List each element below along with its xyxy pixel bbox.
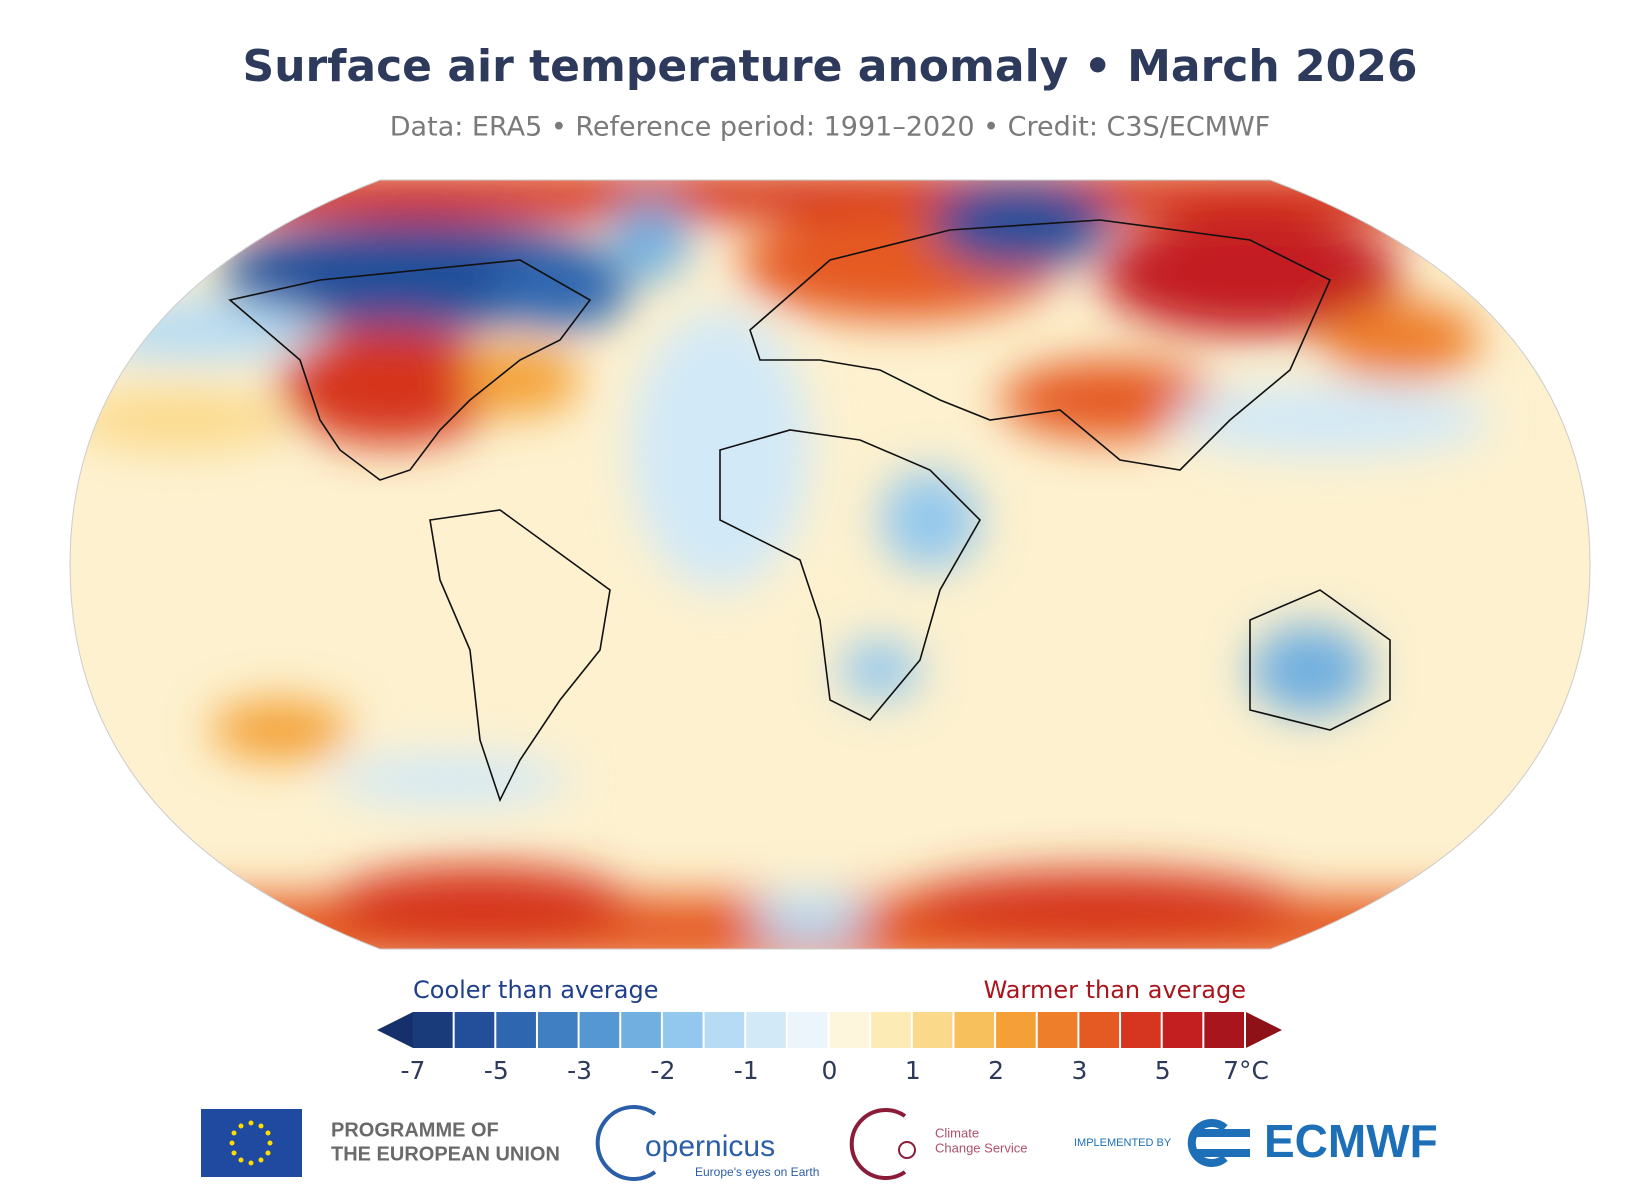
ecmwf-icon xyxy=(1187,1119,1250,1167)
colorbar-bin xyxy=(413,1012,453,1048)
colorbar-tick-label: 1 xyxy=(905,1056,921,1085)
copernicus-logo: opernicus xyxy=(645,1130,775,1163)
copernicus-tagline: Europe's eyes on Earth xyxy=(695,1165,819,1179)
warmer-label: Warmer than average xyxy=(984,976,1246,1004)
colorbar-bin xyxy=(496,1012,536,1048)
implemented-by: IMPLEMENTED BY xyxy=(1074,1137,1172,1149)
eu-text: PROGRAMME OF xyxy=(331,1119,499,1141)
c3s-text: Climate xyxy=(935,1125,979,1140)
colorbar-tick-label: -3 xyxy=(567,1056,592,1085)
colorbar-bin xyxy=(621,1012,661,1048)
copernicus-c xyxy=(595,1105,657,1181)
eu-text: THE EUROPEAN UNION xyxy=(331,1143,560,1165)
coastlines xyxy=(228,219,1391,803)
colorbar-bin xyxy=(829,1012,870,1048)
colorbar-bin xyxy=(996,1012,1036,1048)
colorbar-bin xyxy=(912,1012,953,1048)
colorbar-tick-label: 0 xyxy=(822,1056,838,1085)
colorbar-bin xyxy=(1204,1012,1244,1048)
colorbar-bin xyxy=(537,1012,578,1048)
colorbar-tick-label: 7°C xyxy=(1223,1056,1269,1085)
colorbar-tick-label: -2 xyxy=(650,1056,675,1085)
colorbar: -7 -5 -3 -2 -1 0 1 2 3 5 7°C xyxy=(377,1012,1282,1085)
colorbar-tick-label: -1 xyxy=(734,1056,759,1085)
eu-flag xyxy=(201,1109,302,1177)
colorbar-tick-label: 2 xyxy=(988,1056,1004,1085)
colorbar-bin xyxy=(1079,1012,1120,1048)
colorbar-bin xyxy=(704,1012,745,1048)
ecmwf-logo: ECMWF xyxy=(1264,1115,1438,1167)
map-border xyxy=(69,179,1591,950)
c3s-icon xyxy=(898,1141,916,1159)
title: Surface air temperature anomaly • March … xyxy=(243,41,1418,92)
colorbar-bin xyxy=(454,1012,495,1048)
colorbar-bin xyxy=(746,1012,786,1048)
colorbar-tick-label: 5 xyxy=(1155,1056,1171,1085)
cooler-label: Cooler than average xyxy=(413,976,658,1004)
subtitle: Data: ERA5 • Reference period: 1991–2020… xyxy=(390,112,1270,143)
colorbar-bin xyxy=(787,1012,828,1048)
map xyxy=(70,180,1590,949)
c3s-text: Change Service xyxy=(935,1140,1028,1155)
colorbar-bin xyxy=(662,1012,703,1048)
colorbar-bin xyxy=(954,1012,995,1048)
eu-stars xyxy=(229,1120,273,1166)
colorbar-arrow xyxy=(1246,1012,1282,1048)
colorbar-arrow xyxy=(377,1012,413,1048)
footer: PROGRAMME OF THE EUROPEAN UNION opernicu… xyxy=(201,1105,1438,1181)
colorbar-bin xyxy=(871,1012,911,1048)
colorbar-tick-label: 3 xyxy=(1071,1056,1087,1085)
c3s-c xyxy=(849,1108,907,1180)
colorbar-tick-label: -7 xyxy=(401,1056,426,1085)
colorbar-bin xyxy=(1121,1012,1161,1048)
colorbar-bin xyxy=(1037,1012,1078,1048)
colorbar-bin xyxy=(1162,1012,1203,1048)
colorbar-bin xyxy=(579,1012,620,1048)
colorbar-tick-label: -5 xyxy=(484,1056,509,1085)
